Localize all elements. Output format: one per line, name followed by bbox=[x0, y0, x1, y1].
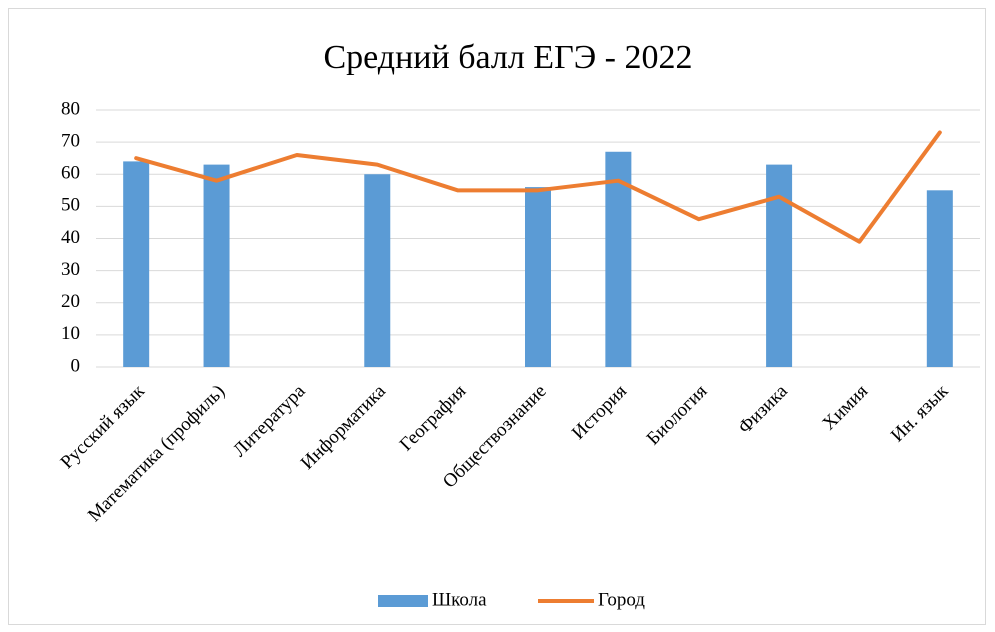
line bbox=[134, 130, 942, 244]
bar bbox=[525, 187, 551, 367]
y-tick-label: 30 bbox=[61, 259, 80, 280]
y-tick-label: 20 bbox=[61, 291, 80, 312]
bar bbox=[926, 190, 953, 367]
y-tick-label: 70 bbox=[61, 130, 80, 151]
y-tick-label: 80 bbox=[61, 98, 80, 119]
chart-title: Средний балл ЕГЭ - 2022 bbox=[323, 39, 692, 76]
y-tick-label: 50 bbox=[61, 195, 80, 216]
legend-swatch bbox=[378, 595, 428, 607]
bar bbox=[123, 161, 150, 367]
legend-label: Школа bbox=[432, 589, 487, 610]
chart-frame bbox=[8, 8, 986, 625]
y-tick-label: 40 bbox=[61, 227, 80, 248]
y-tick-label: 10 bbox=[61, 323, 80, 344]
bar bbox=[203, 164, 230, 367]
legend-label: Город bbox=[598, 589, 645, 610]
bar bbox=[364, 174, 391, 367]
bar bbox=[605, 151, 632, 367]
y-tick-label: 0 bbox=[71, 355, 81, 376]
y-tick-label: 60 bbox=[61, 163, 80, 184]
